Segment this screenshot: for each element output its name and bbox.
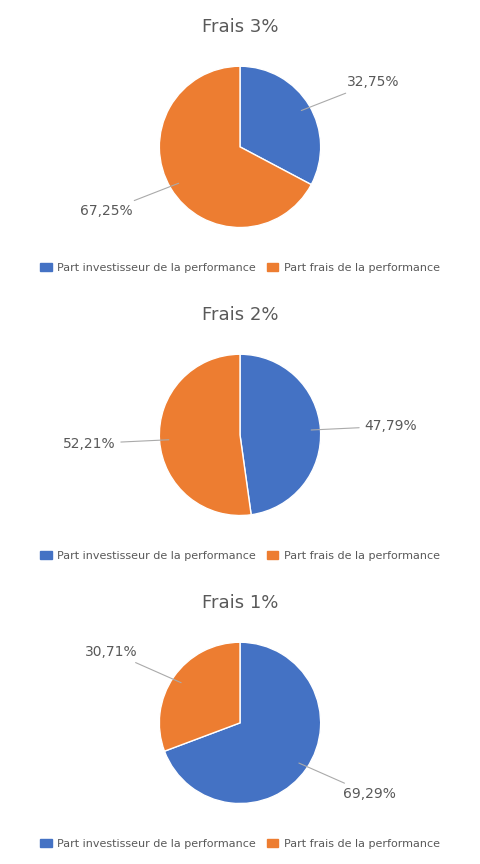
Title: Frais 3%: Frais 3% [202,18,278,36]
Wedge shape [159,67,311,227]
Text: 30,71%: 30,71% [84,645,181,683]
Wedge shape [240,354,321,515]
Wedge shape [159,354,251,516]
Text: 47,79%: 47,79% [311,419,417,433]
Title: Frais 1%: Frais 1% [202,594,278,613]
Legend: Part investisseur de la performance, Part frais de la performance: Part investisseur de la performance, Par… [36,258,444,277]
Legend: Part investisseur de la performance, Part frais de la performance: Part investisseur de la performance, Par… [36,546,444,565]
Legend: Part investisseur de la performance, Part frais de la performance: Part investisseur de la performance, Par… [36,835,444,854]
Text: 32,75%: 32,75% [301,75,399,111]
Wedge shape [240,67,321,185]
Text: 52,21%: 52,21% [63,436,169,450]
Text: 67,25%: 67,25% [80,183,179,219]
Wedge shape [159,642,240,751]
Text: 69,29%: 69,29% [299,763,396,801]
Title: Frais 2%: Frais 2% [202,306,278,324]
Wedge shape [165,642,321,804]
